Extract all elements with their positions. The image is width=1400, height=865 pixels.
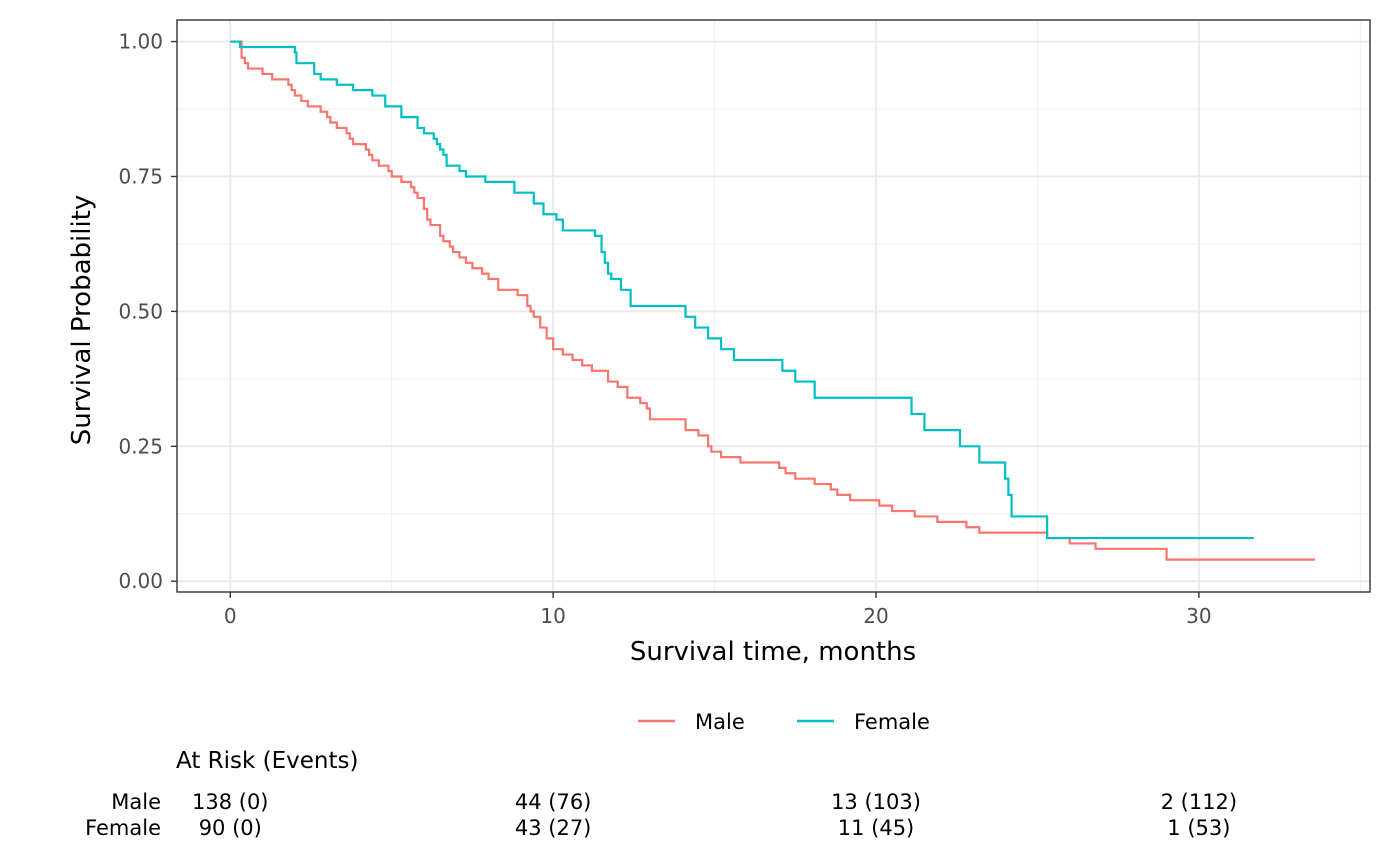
y-tick-label: 0.25 — [118, 434, 163, 458]
x-tick-label: 30 — [1186, 604, 1211, 628]
risk-row-label: Female — [85, 816, 161, 840]
risk-row-label: Male — [111, 790, 161, 814]
x-tick-label: 0 — [224, 604, 237, 628]
legend-label-female: Female — [854, 710, 930, 734]
y-tick-label: 0.00 — [118, 569, 163, 593]
risk-cell: 43 (27) — [515, 816, 592, 840]
risk-cell: 1 (53) — [1167, 816, 1230, 840]
x-tick-label: 10 — [540, 604, 565, 628]
plot-panel-border — [176, 19, 1371, 593]
y-tick-label: 0.75 — [118, 164, 163, 188]
risk-cell: 138 (0) — [192, 790, 269, 814]
legend: Male Female — [638, 710, 930, 734]
risk-cell: 44 (76) — [515, 790, 592, 814]
risk-cell: 11 (45) — [838, 816, 915, 840]
series-group — [230, 40, 1316, 561]
x-tick-label: 20 — [863, 604, 888, 628]
risk-table: At Risk (Events) Male 138 (0) 44 (76) 13 (1… — [85, 748, 1237, 840]
x-axis: 0 10 20 30 — [224, 592, 1212, 628]
y-axis: 0.00 0.25 0.50 0.75 1.00 — [118, 30, 177, 593]
y-axis-title: Survival Probability — [67, 195, 97, 446]
risk-cell: 13 (103) — [831, 790, 921, 814]
risk-table-title: At Risk (Events) — [176, 748, 358, 774]
risk-cell: 90 (0) — [199, 816, 262, 840]
risk-cell: 2 (112) — [1161, 790, 1238, 814]
y-tick-label: 1.00 — [118, 30, 163, 54]
series-line-male — [230, 40, 1316, 561]
legend-label-male: Male — [695, 710, 745, 734]
grid-lines — [177, 20, 1370, 592]
x-axis-title: Survival time, months — [630, 637, 916, 667]
series-line-female — [230, 40, 1254, 540]
y-tick-label: 0.50 — [118, 299, 163, 323]
